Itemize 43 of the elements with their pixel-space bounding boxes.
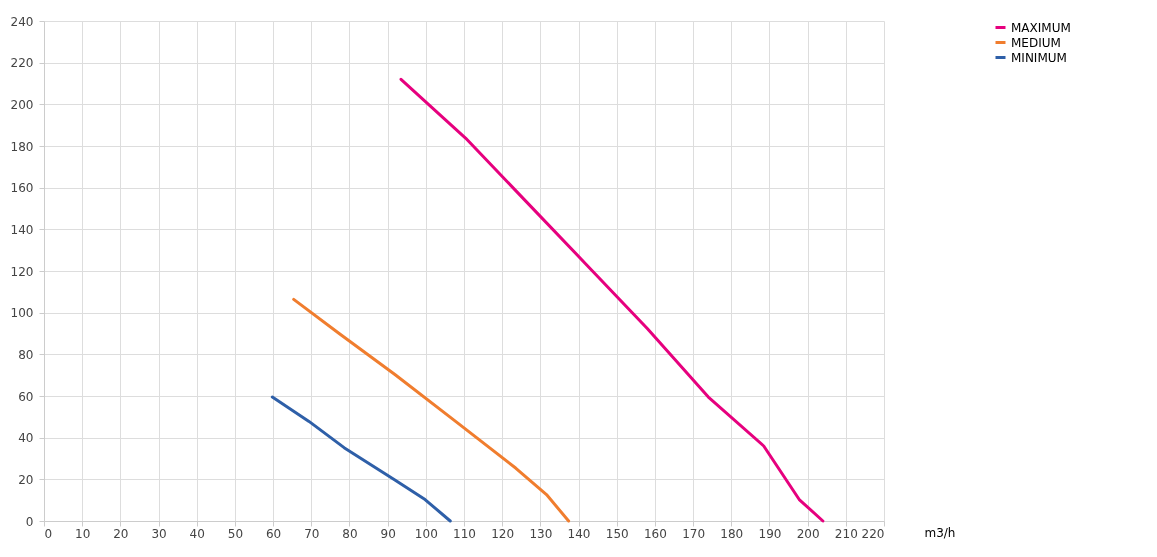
x-tick-label: 150 bbox=[605, 526, 629, 541]
legend-label: MEDIUM bbox=[1011, 35, 1061, 50]
x-tick-label: 170 bbox=[682, 526, 706, 541]
x-tick-label: 180 bbox=[720, 526, 744, 541]
x-tick-label: 30 bbox=[151, 526, 167, 541]
x-tick-label: 90 bbox=[380, 526, 396, 541]
y-tick-label: 180 bbox=[10, 139, 34, 154]
line-series bbox=[270, 395, 452, 523]
y-tick-label: 0 bbox=[25, 514, 34, 529]
x-tick-label: 110 bbox=[453, 526, 476, 541]
y-tick-label: 120 bbox=[10, 264, 34, 279]
x-tick-label: 40 bbox=[189, 526, 205, 541]
y-tick-label: 200 bbox=[10, 97, 34, 112]
x-tick-label: 120 bbox=[491, 526, 515, 541]
x-axis-title: m3/h bbox=[924, 525, 956, 540]
x-tick-label: 10 bbox=[75, 526, 91, 541]
line-series bbox=[399, 77, 825, 523]
x-tick-label: 220 bbox=[861, 526, 885, 541]
x-tick-label: 200 bbox=[796, 526, 820, 541]
legend-label: MAXIMUM bbox=[1011, 20, 1071, 35]
y-tick-label: 20 bbox=[18, 472, 34, 487]
legend-label: MINIMUM bbox=[1011, 50, 1067, 65]
y-tick-label: 60 bbox=[18, 389, 34, 404]
x-tick-label: 70 bbox=[304, 526, 320, 541]
y-tick-label: 40 bbox=[18, 431, 34, 446]
x-tick-label: 210 bbox=[834, 526, 858, 541]
y-tick-label: 140 bbox=[10, 222, 34, 237]
x-tick-label: 130 bbox=[529, 526, 553, 541]
x-tick-label: 190 bbox=[758, 526, 782, 541]
y-tick-label: 220 bbox=[10, 56, 34, 71]
y-tick-label: 240 bbox=[10, 14, 34, 29]
x-tick-label: 20 bbox=[113, 526, 129, 541]
x-tick-label: 140 bbox=[567, 526, 591, 541]
x-tick-label: 50 bbox=[227, 526, 244, 541]
y-tick-label: 100 bbox=[10, 306, 34, 321]
y-tick-label: 160 bbox=[10, 181, 34, 196]
line-series bbox=[292, 297, 571, 523]
x-tick-label: 60 bbox=[265, 526, 282, 541]
x-tick-label: 100 bbox=[414, 526, 438, 541]
x-tick-label: 80 bbox=[342, 526, 358, 541]
x-tick-label: 160 bbox=[643, 526, 667, 541]
x-tick-label: 0 bbox=[44, 526, 53, 541]
y-tick-label: 80 bbox=[18, 347, 34, 362]
